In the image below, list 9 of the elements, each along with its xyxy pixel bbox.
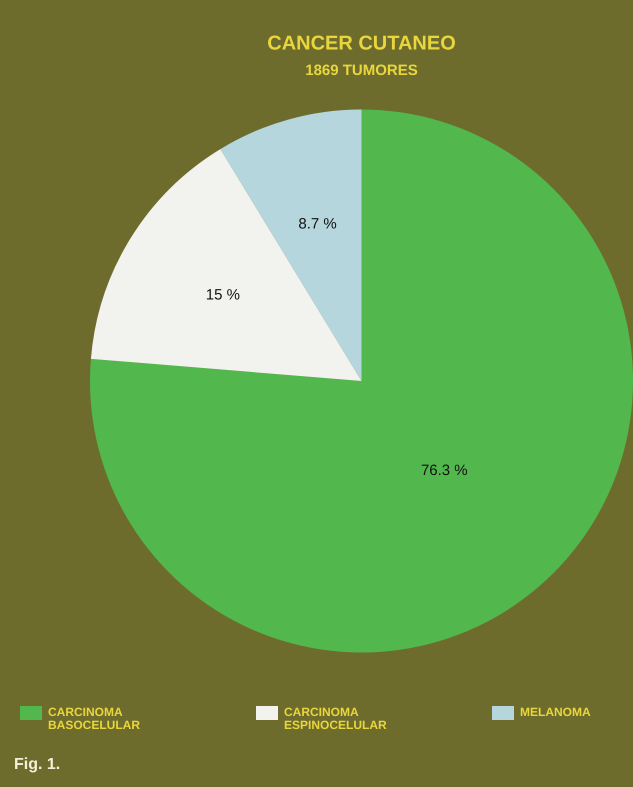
chart-subtitle: 1869 TUMORES: [305, 62, 418, 80]
data-label: 76.3 %: [420, 462, 468, 479]
data-label: 15 %: [206, 286, 240, 304]
legend-label: CARCINOMA BASOCELULAR: [48, 705, 141, 732]
legend-label: CARCINOMA ESPINOCELULAR: [284, 705, 388, 732]
caption: Fig. 1.: [14, 756, 60, 774]
legend-label: MELANOMA: [520, 705, 592, 719]
data-label: 8.7 %: [298, 215, 337, 232]
chart-title: CANCER CUTANEO: [267, 32, 456, 55]
